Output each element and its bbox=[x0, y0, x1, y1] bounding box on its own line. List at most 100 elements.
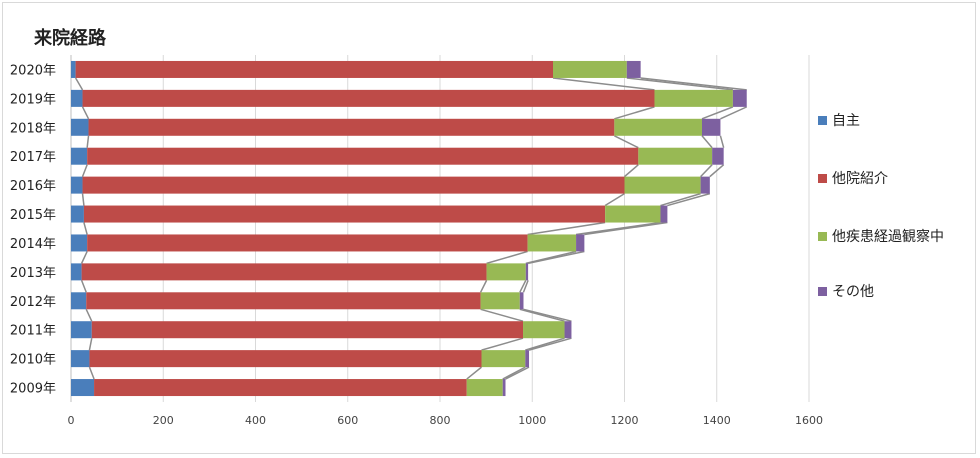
y-category-label-0: 2020年 bbox=[10, 63, 56, 78]
series-line-2-2 bbox=[614, 135, 639, 149]
series-line-2-1 bbox=[614, 106, 655, 120]
bar-2012年-series-3 bbox=[519, 292, 524, 310]
x-tick-label-1000: 1000 bbox=[518, 414, 546, 427]
bar-2014年-series-2 bbox=[527, 234, 577, 252]
bar-2015年-series-2 bbox=[605, 205, 661, 223]
series-line-3-7 bbox=[519, 280, 527, 293]
series-line-1-2 bbox=[86, 135, 90, 148]
bar-2014年-series-3 bbox=[576, 234, 585, 252]
series-line-4-10 bbox=[505, 366, 530, 380]
bar-2011年-series-2 bbox=[523, 321, 565, 339]
series-line-1-9 bbox=[88, 338, 93, 351]
x-tick-label-800: 800 bbox=[430, 414, 451, 427]
chart-title: 来院経路 bbox=[34, 28, 106, 49]
series-line-4-6 bbox=[527, 250, 585, 265]
series-line-3-10 bbox=[502, 366, 526, 380]
series-line-3-5 bbox=[575, 221, 661, 236]
legend-swatch-jishu bbox=[818, 116, 827, 125]
bar-2017年-series-1 bbox=[87, 147, 639, 165]
bar-2009年-series-1 bbox=[94, 379, 467, 397]
series-line-4-1 bbox=[720, 106, 748, 120]
legend-label-referral: 他院紹介 bbox=[832, 171, 888, 187]
series-line-2-10 bbox=[466, 366, 482, 380]
legend-item-other: その他 bbox=[818, 282, 968, 302]
series-line-1-0 bbox=[74, 77, 84, 91]
bar-2018年-series-3 bbox=[701, 118, 721, 136]
legend-label-jishu: 自主 bbox=[832, 113, 860, 129]
bar-2011年-series-0 bbox=[71, 321, 92, 339]
series-line-2-7 bbox=[479, 280, 488, 293]
bar-2019年-series-0 bbox=[71, 89, 83, 107]
series-line-2-5 bbox=[527, 221, 606, 236]
legend-label-other: その他 bbox=[832, 284, 874, 300]
bar-2017年-series-3 bbox=[712, 147, 724, 165]
bar-2019年-series-3 bbox=[732, 89, 747, 107]
bar-2010年-series-3 bbox=[525, 350, 530, 368]
bar-2011年-series-1 bbox=[91, 321, 524, 339]
series-line-1-4 bbox=[81, 193, 85, 206]
y-category-label-1: 2019年 bbox=[10, 92, 56, 107]
series-line-4-0 bbox=[640, 77, 747, 91]
bar-2017年-series-2 bbox=[638, 147, 713, 165]
bar-2009年-series-3 bbox=[502, 379, 506, 397]
x-tick-label-400: 400 bbox=[245, 414, 266, 427]
bar-2014年-series-0 bbox=[71, 234, 88, 252]
series-line-2-0 bbox=[552, 77, 655, 91]
bar-2020年-series-3 bbox=[626, 60, 641, 78]
bar-2012年-series-0 bbox=[71, 292, 87, 310]
series-line-3-4 bbox=[660, 192, 701, 207]
series-line-3-9 bbox=[525, 337, 565, 351]
series-line-4-7 bbox=[522, 280, 529, 293]
series-line-1-8 bbox=[85, 308, 93, 322]
bar-2014年-series-1 bbox=[87, 234, 528, 252]
series-line-4-4 bbox=[667, 192, 711, 207]
bar-2016年-series-0 bbox=[71, 176, 83, 194]
bar-2013年-series-3 bbox=[525, 263, 529, 281]
series-line-3-8 bbox=[519, 308, 565, 322]
x-tick-label-1400: 1400 bbox=[703, 414, 731, 427]
y-category-label-7: 2013年 bbox=[10, 266, 56, 281]
bar-2015年-series-1 bbox=[83, 205, 606, 223]
y-category-label-6: 2014年 bbox=[10, 237, 56, 252]
series-line-2-8 bbox=[480, 308, 524, 322]
bar-2018年-series-2 bbox=[614, 118, 702, 136]
series-line-4-2 bbox=[719, 135, 725, 148]
x-tick-label-200: 200 bbox=[153, 414, 174, 427]
x-tick-label-600: 600 bbox=[337, 414, 358, 427]
bar-2010年-series-0 bbox=[71, 350, 90, 368]
series-line-1-7 bbox=[80, 280, 87, 293]
bar-2016年-series-2 bbox=[624, 176, 701, 194]
y-category-label-8: 2012年 bbox=[10, 295, 56, 310]
x-tick-label-1600: 1600 bbox=[795, 414, 823, 427]
series-line-1-6 bbox=[80, 251, 88, 264]
bar-2016年-series-1 bbox=[82, 176, 625, 194]
legend-swatch-followup bbox=[818, 232, 827, 241]
series-line-3-2 bbox=[701, 135, 713, 149]
bar-2017年-series-0 bbox=[71, 147, 88, 165]
bar-2016年-series-3 bbox=[700, 176, 710, 194]
legend-label-followup: 他疾患経過観察中 bbox=[832, 229, 944, 245]
y-category-label-2: 2018年 bbox=[10, 121, 56, 136]
series-line-1-1 bbox=[81, 106, 90, 120]
legend-item-followup: 他疾患経過観察中 bbox=[818, 227, 968, 247]
x-tick-label-0: 0 bbox=[68, 414, 75, 427]
series-line-3-0 bbox=[626, 77, 733, 91]
series-line-4-9 bbox=[528, 337, 572, 351]
series-line-4-8 bbox=[523, 308, 572, 322]
legend-swatch-other bbox=[818, 287, 827, 296]
bar-2015年-series-0 bbox=[71, 205, 84, 223]
series-line-4-3 bbox=[709, 164, 725, 178]
series-line-3-1 bbox=[701, 106, 734, 120]
series-line-3-3 bbox=[700, 164, 713, 178]
series-line-1-10 bbox=[88, 366, 95, 380]
bar-2009年-series-2 bbox=[466, 379, 503, 397]
x-tick-label-1200: 1200 bbox=[611, 414, 639, 427]
bar-2020年-series-2 bbox=[553, 60, 627, 78]
bar-2010年-series-1 bbox=[89, 350, 482, 368]
series-line-2-4 bbox=[604, 192, 625, 207]
y-category-label-4: 2016年 bbox=[10, 179, 56, 194]
series-line-2-6 bbox=[486, 250, 528, 265]
bar-2012年-series-2 bbox=[480, 292, 520, 310]
bar-2013年-series-1 bbox=[81, 263, 487, 281]
